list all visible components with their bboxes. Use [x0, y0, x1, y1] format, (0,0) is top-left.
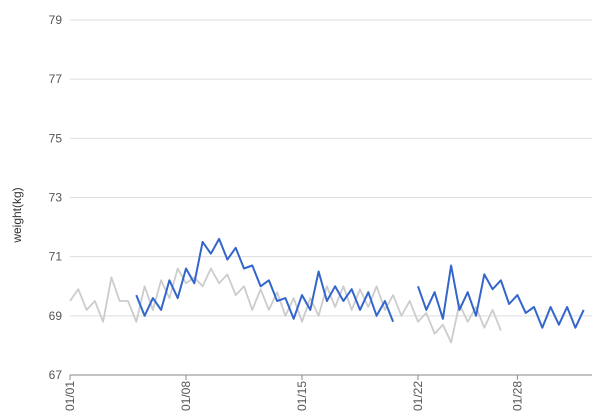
x-tick-label: 01/28: [510, 381, 524, 411]
y-tick-label: 77: [49, 72, 63, 86]
series-line-blue: [417, 264, 585, 329]
x-axis-ticks: 01/01 01/08 01/15 01/22 01/28: [63, 375, 524, 411]
series-line-gray: [69, 267, 502, 344]
y-tick-label: 67: [49, 368, 63, 382]
x-tick-label: 01/01: [63, 381, 77, 411]
x-tick-label: 01/22: [411, 381, 425, 411]
y-tick-label: 71: [49, 250, 63, 264]
series-lines: [69, 237, 585, 344]
x-tick-label: 01/15: [295, 381, 309, 411]
y-tick-label: 73: [49, 191, 63, 205]
y-tick-label: 75: [49, 131, 63, 145]
x-tick-label: 01/08: [179, 381, 193, 411]
series-line-blue: [135, 237, 395, 323]
y-tick-label: 79: [49, 13, 63, 27]
y-axis-ticks: 67 69 71 73 75 77 79: [49, 13, 63, 382]
y-axis-label: weight(kg): [10, 187, 24, 243]
gridlines: [70, 19, 592, 376]
y-tick-label: 69: [49, 309, 63, 323]
